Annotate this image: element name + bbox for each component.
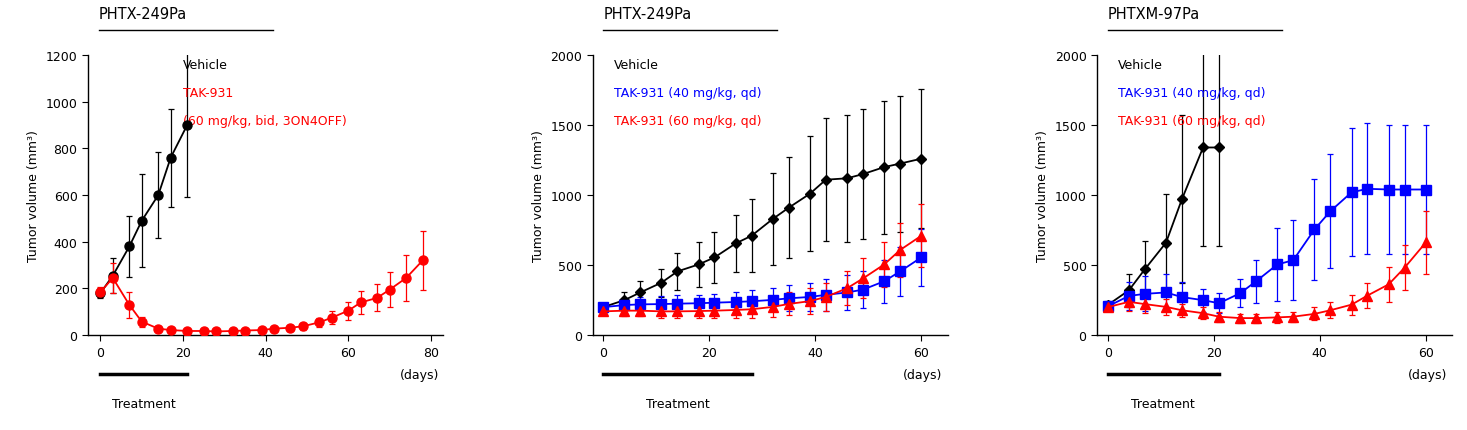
Text: Vehicle: Vehicle	[613, 58, 659, 72]
Text: Treatment: Treatment	[645, 397, 709, 410]
Text: TAK-931: TAK-931	[183, 87, 233, 100]
Text: (60 mg/kg, bid, 3ON4OFF): (60 mg/kg, bid, 3ON4OFF)	[183, 114, 346, 128]
Text: Treatment: Treatment	[111, 397, 176, 410]
Text: TAK-931 (40 mg/kg, qd): TAK-931 (40 mg/kg, qd)	[1118, 86, 1266, 100]
Y-axis label: Tumor volume (mm³): Tumor volume (mm³)	[531, 130, 544, 261]
Text: Vehicle: Vehicle	[1118, 58, 1163, 72]
Y-axis label: Tumor volume (mm³): Tumor volume (mm³)	[1036, 130, 1049, 261]
Text: TAK-931 (60 mg/kg, qd): TAK-931 (60 mg/kg, qd)	[613, 114, 761, 128]
Text: (days): (days)	[1408, 368, 1446, 381]
Text: (days): (days)	[400, 368, 439, 381]
Y-axis label: Tumor volume (mm³): Tumor volume (mm³)	[28, 130, 40, 261]
Text: PHTXM-97Pa: PHTXM-97Pa	[1108, 7, 1200, 22]
Text: TAK-931 (60 mg/kg, qd): TAK-931 (60 mg/kg, qd)	[1118, 114, 1266, 128]
Text: PHTX-249Pa: PHTX-249Pa	[603, 7, 691, 22]
Text: TAK-931 (40 mg/kg, qd): TAK-931 (40 mg/kg, qd)	[613, 86, 761, 100]
Text: Vehicle: Vehicle	[183, 58, 227, 72]
Text: PHTX-249Pa: PHTX-249Pa	[98, 7, 186, 22]
Text: Treatment: Treatment	[1131, 397, 1196, 410]
Text: (days): (days)	[904, 368, 942, 381]
